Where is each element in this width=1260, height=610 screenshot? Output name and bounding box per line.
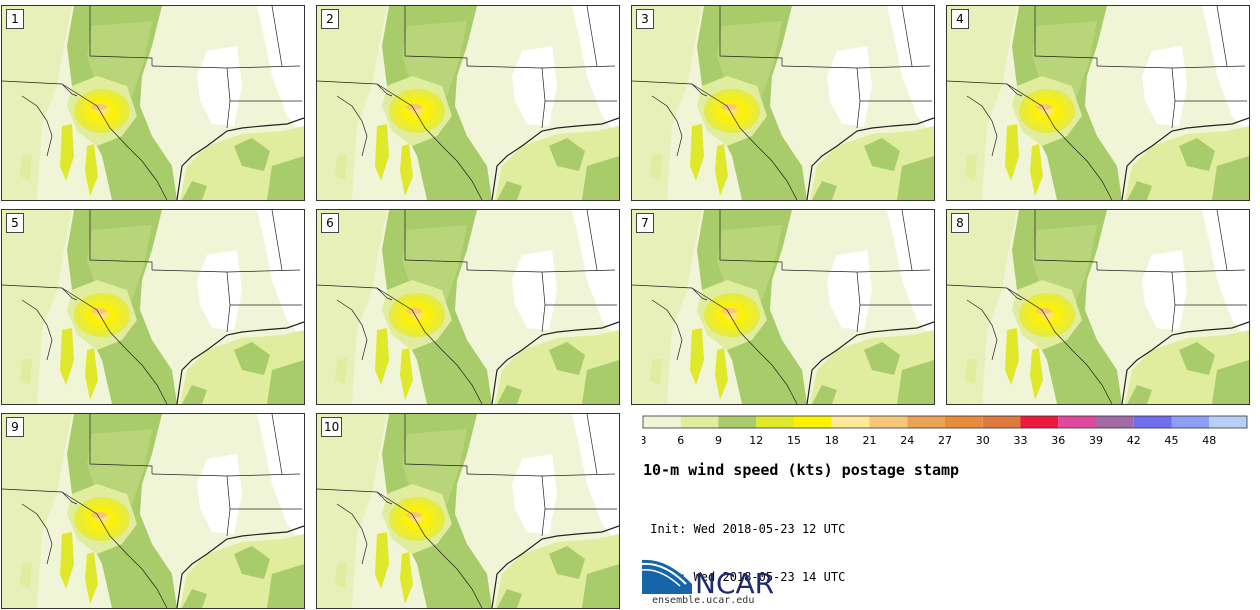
colorbar-segment — [1171, 416, 1210, 428]
wind-speed-map — [632, 6, 934, 200]
colorbar-tick-label: 33 — [1014, 434, 1028, 447]
colorbar-tick-label: 15 — [787, 434, 801, 447]
chart-title: 10-m wind speed (kts) postage stamp — [643, 461, 960, 479]
colorbar-tick-label: 42 — [1127, 434, 1141, 447]
ncar-logo[interactable]: NCAR — [642, 554, 802, 610]
colorbar-segment — [1209, 416, 1247, 428]
wind-speed-map — [2, 6, 304, 200]
map-panel-9: 9 — [1, 413, 305, 609]
member-label: 9 — [6, 417, 24, 437]
wind-speed-map — [947, 210, 1249, 404]
colorbar-tick-label: 21 — [863, 434, 877, 447]
colorbar-segment — [907, 416, 945, 428]
colorbar-segment — [945, 416, 983, 428]
colorbar-segment — [1096, 416, 1134, 428]
colorbar-frame — [642, 415, 1248, 429]
member-label: 8 — [951, 213, 969, 233]
wind-speed-map — [317, 210, 619, 404]
colorbar-segment — [680, 416, 719, 428]
member-label: 6 — [321, 213, 339, 233]
colorbar-segment — [718, 416, 757, 428]
map-panel-4: 4 — [946, 5, 1250, 201]
colorbar-segment — [1058, 416, 1096, 428]
colorbar-tick-label: 48 — [1202, 434, 1216, 447]
map-panel-6: 6 — [316, 209, 620, 405]
colorbar-segment — [869, 416, 908, 428]
colorbar-tick-label: 12 — [749, 434, 763, 447]
colorbar-tick-label: 36 — [1051, 434, 1065, 447]
wind-speed-map — [2, 210, 304, 404]
member-label: 2 — [321, 9, 339, 29]
colorbar-tick-label: 30 — [976, 434, 990, 447]
member-label: 3 — [636, 9, 654, 29]
wind-speed-map — [317, 414, 619, 608]
map-panel-2: 2 — [316, 5, 620, 201]
map-panel-3: 3 — [631, 5, 935, 201]
map-panel-7: 7 — [631, 209, 935, 405]
init-time: Init: Wed 2018-05-23 12 UTC — [643, 522, 846, 536]
colorbar-segment — [756, 416, 794, 428]
colorbar-tick-label: 18 — [825, 434, 839, 447]
colorbar-segment — [794, 416, 832, 428]
wind-speed-map — [947, 6, 1249, 200]
map-panel-10: 10 — [316, 413, 620, 609]
member-label: 5 — [6, 213, 24, 233]
colorbar-tick-label: 24 — [900, 434, 914, 447]
logo-text: NCAR — [695, 567, 774, 600]
wind-speed-map — [2, 414, 304, 608]
colorbar-segment — [982, 416, 1021, 428]
colorbar-tick-label: 9 — [715, 434, 722, 447]
colorbar-tick-label: 45 — [1165, 434, 1179, 447]
member-label: 1 — [6, 9, 24, 29]
wind-speed-map — [632, 210, 934, 404]
colorbar-tick-label: 6 — [677, 434, 684, 447]
colorbar: 3 6 9 12 15 18 21 24 27 30 33 36 39 42 45 48 — [642, 415, 1248, 447]
colorbar-tick-label: 3 — [642, 434, 647, 447]
colorbar-segment — [1133, 416, 1172, 428]
map-panel-1: 1 — [1, 5, 305, 201]
member-label: 7 — [636, 213, 654, 233]
member-label: 4 — [951, 9, 969, 29]
member-label: 10 — [321, 417, 343, 437]
map-panel-8: 8 — [946, 209, 1250, 405]
colorbar-tick-label: 27 — [938, 434, 952, 447]
colorbar-tick-label: 39 — [1089, 434, 1103, 447]
map-panel-5: 5 — [1, 209, 305, 405]
colorbar-segment — [643, 416, 681, 428]
logo-url[interactable]: ensemble.ucar.edu — [652, 595, 755, 606]
colorbar-segment — [1020, 416, 1059, 428]
colorbar-segment — [831, 416, 870, 428]
wind-speed-map — [317, 6, 619, 200]
